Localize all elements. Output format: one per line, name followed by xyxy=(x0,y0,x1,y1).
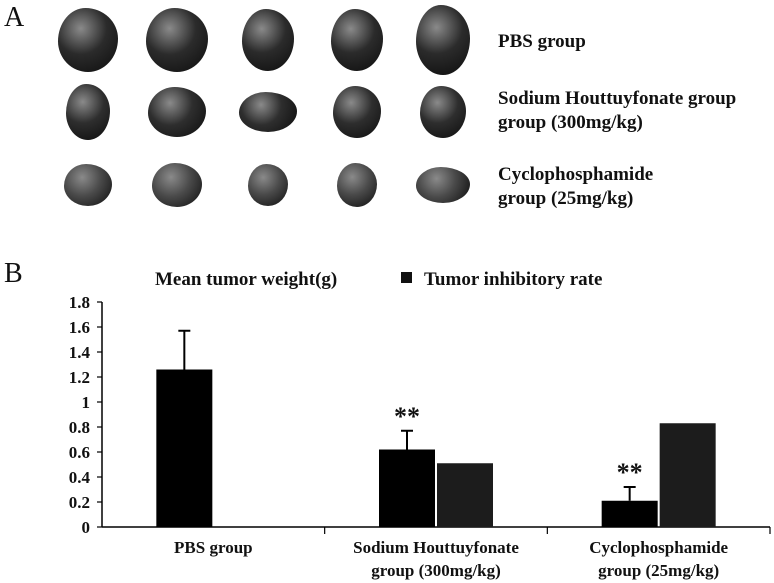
legend-swatch xyxy=(401,272,412,283)
panel-a-letter: A xyxy=(4,2,25,33)
bar xyxy=(601,500,658,527)
tumor-specimen xyxy=(152,163,202,207)
photo-label-cyclophosphamide: Cyclophosphamide group (25mg/kg) xyxy=(498,163,653,211)
tumor-specimen xyxy=(242,9,294,71)
significance-marker: ** xyxy=(617,458,643,487)
tumor-specimen xyxy=(148,87,206,137)
significance-marker: ** xyxy=(394,402,420,431)
panel-b-letter: B xyxy=(4,258,23,289)
y-tick-label: 0 xyxy=(82,518,91,537)
y-tick-label: 1 xyxy=(82,393,91,412)
photo-label-sodium-houttuyfonate: Sodium Houttuyfonate group group (300mg/… xyxy=(498,87,736,135)
tumor-specimen xyxy=(420,86,466,138)
bar xyxy=(379,449,435,527)
tumor-specimen xyxy=(248,164,288,206)
legend-label: Mean tumor weight(g) xyxy=(155,269,337,290)
tumor-specimen xyxy=(416,5,470,75)
photo-label-line: group (25mg/kg) xyxy=(498,188,634,209)
tumor-specimen xyxy=(331,9,383,71)
y-tick-label: 0.8 xyxy=(69,418,90,437)
tumor-specimen xyxy=(337,163,377,207)
x-category-label: Sodium Houttuyfonate xyxy=(353,538,519,557)
legend-label: Tumor inhibitory rate xyxy=(424,269,602,290)
bar xyxy=(659,423,716,527)
x-category-label: group (25mg/kg) xyxy=(598,561,719,580)
photo-label-line: Cyclophosphamide xyxy=(498,164,654,185)
tumor-specimen xyxy=(58,8,118,72)
y-tick-label: 0.4 xyxy=(69,468,91,487)
tumor-specimen xyxy=(416,167,470,203)
photo-label-line: group (300mg/kg) xyxy=(498,112,643,133)
y-tick-label: 1.2 xyxy=(69,368,90,387)
tumor-specimen xyxy=(64,164,112,206)
photo-label-pbs: PBS group xyxy=(498,30,586,54)
tumor-specimen xyxy=(146,8,208,72)
y-tick-label: 0.2 xyxy=(69,493,90,512)
x-category-label: PBS group xyxy=(174,538,253,557)
y-tick-label: 1.4 xyxy=(69,343,91,362)
y-tick-label: 0.6 xyxy=(69,443,90,462)
tumor-specimen xyxy=(239,92,297,132)
tumor-specimen xyxy=(66,84,110,140)
x-category-label: group (300mg/kg) xyxy=(371,561,501,580)
bar xyxy=(156,369,213,527)
photo-label-line: Sodium Houttuyfonate group xyxy=(498,88,737,109)
bar xyxy=(437,463,493,527)
x-category-label: Cyclophosphamide xyxy=(589,538,728,557)
y-tick-label: 1.8 xyxy=(69,293,90,312)
tumor-specimen xyxy=(333,86,381,138)
photo-label-line: PBS group xyxy=(498,31,586,52)
y-tick-label: 1.6 xyxy=(69,318,90,337)
